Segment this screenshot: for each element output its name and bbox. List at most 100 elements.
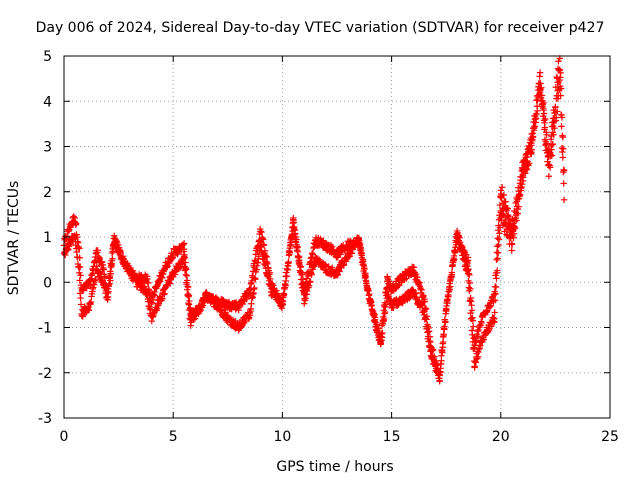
data-point	[252, 276, 259, 283]
data-point	[77, 301, 85, 308]
data-point	[119, 253, 127, 260]
data-point	[448, 269, 456, 276]
data-point	[471, 364, 478, 371]
data-point	[77, 294, 84, 302]
data-point	[76, 254, 83, 261]
data-point	[491, 309, 498, 316]
data-point	[184, 283, 192, 291]
data-point	[185, 292, 193, 299]
data-point	[425, 328, 433, 335]
data-point	[494, 267, 501, 274]
data-point	[283, 272, 290, 280]
data-point	[266, 269, 273, 276]
data-point	[422, 305, 430, 313]
data-point	[412, 270, 420, 278]
data-point	[73, 220, 80, 227]
data-point	[286, 249, 294, 256]
data-point	[309, 251, 317, 258]
data-point	[492, 290, 499, 297]
y-tick-label: -1	[38, 321, 52, 337]
data-point	[538, 84, 545, 91]
data-point	[361, 265, 368, 273]
data-point	[492, 283, 500, 291]
data-point	[336, 268, 343, 275]
data-point	[297, 263, 304, 270]
data-point	[183, 277, 191, 284]
data-point	[302, 295, 309, 302]
data-point	[525, 159, 533, 167]
data-point	[519, 180, 526, 188]
data-point	[508, 241, 516, 248]
data-point	[491, 318, 498, 325]
data-point	[79, 313, 86, 320]
data-point	[170, 252, 177, 260]
y-tick-label: -2	[38, 366, 52, 382]
data-point	[553, 114, 560, 121]
data-point	[498, 184, 506, 191]
data-point	[431, 353, 438, 360]
data-point	[556, 66, 563, 73]
data-point	[109, 255, 116, 263]
data-point	[494, 255, 501, 262]
data-point	[534, 107, 541, 114]
x-tick-label: 20	[492, 429, 510, 445]
data-point	[381, 308, 389, 316]
grid	[64, 56, 610, 418]
data-point	[472, 359, 480, 366]
data-point	[423, 313, 431, 320]
data-point	[180, 240, 188, 247]
data-point	[560, 145, 567, 152]
data-point	[502, 198, 509, 205]
data-point	[513, 217, 520, 224]
data-point	[468, 307, 476, 314]
data-point	[560, 196, 568, 204]
data-point	[558, 114, 566, 121]
data-point	[421, 298, 428, 305]
data-point	[466, 271, 473, 279]
data-point	[559, 133, 567, 141]
data-point	[557, 69, 564, 77]
data-point	[537, 80, 544, 87]
data-point	[519, 174, 527, 181]
y-axis-label: SDTVAR / TECUs	[6, 181, 22, 296]
data-point	[491, 297, 499, 304]
data-point	[559, 148, 566, 156]
data-point	[159, 295, 166, 302]
data-point	[76, 263, 84, 271]
data-point	[494, 243, 501, 250]
data-point	[285, 258, 292, 266]
x-tick-label: 25	[601, 429, 619, 445]
data-point	[87, 298, 95, 306]
data-point	[146, 289, 153, 296]
data-point	[76, 245, 83, 252]
y-tick-label: 5	[43, 49, 52, 65]
data-point	[334, 271, 342, 278]
data-point	[474, 333, 482, 340]
data-point	[500, 191, 508, 199]
x-tick-label: 15	[383, 429, 401, 445]
data-point	[238, 322, 245, 330]
data-point	[515, 203, 522, 210]
data-point	[64, 247, 71, 254]
data-point	[553, 108, 561, 115]
data-point	[273, 287, 280, 294]
data-point	[548, 152, 556, 159]
data-point	[258, 228, 265, 236]
data-point	[493, 256, 500, 264]
data-point	[546, 164, 554, 171]
data-point	[187, 304, 194, 312]
data-point	[548, 146, 555, 153]
data-point	[429, 346, 437, 354]
data-point	[493, 275, 500, 282]
data-point	[504, 205, 511, 212]
data-point	[549, 140, 556, 148]
data-point	[557, 85, 565, 92]
data-point	[508, 247, 515, 254]
data-point	[280, 291, 288, 298]
data-point	[552, 103, 559, 110]
data-point	[298, 271, 306, 278]
data-point	[390, 304, 397, 312]
data-point	[442, 318, 449, 325]
data-point	[543, 131, 550, 139]
data-point	[145, 279, 152, 286]
